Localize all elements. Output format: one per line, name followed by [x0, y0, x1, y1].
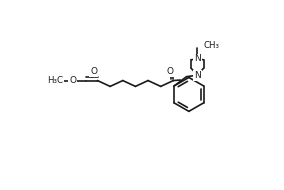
Text: N: N: [194, 71, 201, 80]
Text: O: O: [167, 67, 174, 76]
Text: H₃C: H₃C: [47, 76, 63, 85]
Text: CH₃: CH₃: [204, 41, 220, 50]
Text: O: O: [69, 76, 76, 85]
Text: N: N: [194, 55, 201, 63]
Text: O: O: [90, 67, 97, 76]
